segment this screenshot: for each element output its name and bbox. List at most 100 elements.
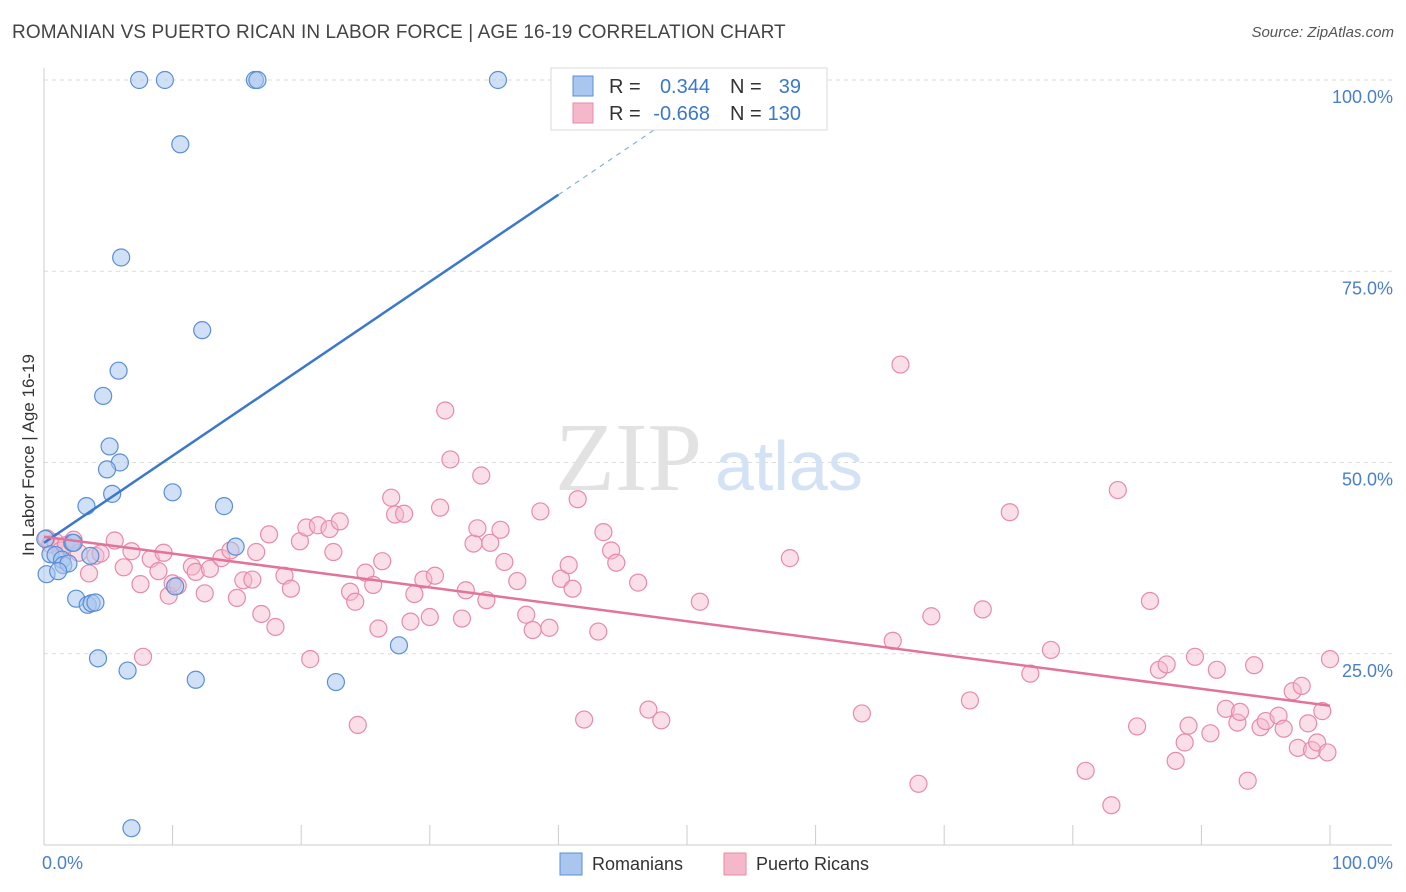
romanians-point-37 [186,670,205,689]
puerto-ricans-point-45 [348,715,367,734]
romanians-point-12 [97,460,117,479]
romanians-point-29 [166,577,185,596]
puerto-ricans-point-77 [563,579,582,598]
legend-swatch-puerto-ricans [572,102,594,124]
puerto-ricans-point-115 [1238,771,1257,790]
puerto-ricans-point-80 [589,622,608,641]
puerto-ricans-point-107 [1175,733,1194,752]
romanians-points [36,70,508,838]
puerto-ricans-point-122 [1288,738,1307,757]
puerto-ricans-point-103 [1140,591,1160,611]
puerto-ricans-point-55 [414,570,433,589]
puerto-ricans-point-38 [301,650,320,669]
puerto-ricans-point-37 [297,518,316,537]
puerto-ricans-point-120 [1274,719,1293,738]
puerto-ricans-point-16 [149,562,168,581]
series-legend-swatch-puerto-ricans [723,852,747,876]
puerto-ricans-point-56 [420,607,439,627]
puerto-ricans-point-100 [1102,796,1121,815]
romanians-point-15 [77,497,96,516]
series-legend-swatch-romanians [559,852,583,876]
puerto-ricans-point-53 [401,612,420,631]
puerto-ricans-point-33 [266,617,285,637]
puerto-ricans-point-52 [394,504,414,523]
puerto-ricans-point-78 [568,490,587,509]
puerto-ricans-point-67 [481,533,500,552]
watermark-atlas: atlas [715,427,863,505]
y-axis-label: In Labor Force | Age 16-19 [19,354,38,556]
puerto-ricans-point-41 [324,542,343,562]
puerto-ricans-point-7 [79,564,99,583]
grid [44,79,1392,655]
puerto-ricans-point-58 [430,498,450,517]
puerto-ricans-point-35 [281,579,301,598]
romanians-point-16 [214,497,234,516]
y-tick-label-1: 50.0% [1342,470,1393,490]
x-tick-labels: 0.0% 100.0% [42,853,1393,873]
romanians-point-20 [226,537,245,556]
puerto-ricans-point-30 [247,542,266,562]
puerto-ricans-point-29 [243,570,262,589]
y-tick-label-0: 25.0% [1342,661,1393,681]
romanians-point-9 [94,386,113,406]
puerto-ricans-point-72 [523,620,542,640]
puerto-ricans-point-83 [607,553,626,572]
puerto-ricans-point-123 [1292,676,1311,695]
puerto-ricans-point-116 [1245,656,1264,675]
puerto-ricans-point-12 [122,542,141,561]
puerto-ricans-point-13 [131,575,150,594]
puerto-ricans-point-113 [1228,713,1247,732]
romanians-point-8 [109,361,128,380]
puerto-ricans-point-49 [373,552,392,571]
romanians-point-0 [130,70,149,90]
puerto-ricans-point-75 [551,569,571,588]
puerto-ricans-trend-line [43,535,1331,708]
romanians-point-39 [122,819,141,838]
puerto-ricans-point-102 [1127,717,1147,736]
puerto-ricans-point-85 [639,700,658,719]
puerto-ricans-point-127 [1313,702,1332,721]
legend-n-label-0: N = [730,76,762,98]
puerto-ricans-point-79 [575,710,594,729]
puerto-ricans-point-14 [133,647,153,666]
stats-legend: R = 0.344 N = 39 R = -0.668 N = 130 [550,67,828,131]
puerto-ricans-point-89 [852,704,871,723]
puerto-ricans-point-11 [114,558,133,577]
legend-r-value-1: -0.668 [653,103,710,125]
puerto-ricans-point-124 [1299,714,1318,733]
puerto-ricans-point-50 [382,488,401,507]
puerto-ricans-point-81 [594,523,613,542]
romanians-point-28 [49,562,68,581]
trend-lines [43,107,1331,708]
puerto-ricans-point-27 [227,588,246,608]
puerto-ricans-point-92 [909,774,928,793]
puerto-ricans-point-96 [1000,503,1019,522]
puerto-ricans-point-128 [1318,743,1337,762]
puerto-ricans-point-57 [425,566,445,585]
x-tick-label-1: 100.0% [1332,853,1393,873]
puerto-ricans-point-23 [195,584,214,603]
romanians-point-38 [326,672,346,692]
puerto-ricans-point-68 [491,520,510,539]
romanians-point-5 [171,135,190,154]
puerto-ricans-point-69 [495,552,514,572]
chart-title: ROMANIAN VS PUERTO RICAN IN LABOR FORCE … [12,22,786,43]
puerto-ricans-point-105 [1157,655,1176,674]
puerto-ricans-point-93 [922,607,941,626]
puerto-ricans-point-54 [405,584,424,604]
puerto-ricans-point-74 [540,618,559,637]
puerto-ricans-point-112 [1216,699,1235,718]
puerto-ricans-point-109 [1185,647,1205,666]
puerto-ricans-point-94 [960,691,980,710]
y-tick-labels: 25.0% 50.0% 75.0% 100.0% [1332,87,1393,681]
puerto-ricans-point-32 [259,525,279,544]
puerto-ricans-point-64 [468,519,487,538]
romanians-point-36 [118,661,137,680]
puerto-ricans-point-60 [441,450,460,469]
romanians-point-35 [88,649,108,668]
puerto-ricans-point-59 [436,401,455,420]
puerto-ricans-point-61 [452,609,472,628]
puerto-ricans-point-111 [1207,660,1226,679]
puerto-ricans-point-65 [472,466,491,485]
romanians-point-34 [389,636,409,655]
